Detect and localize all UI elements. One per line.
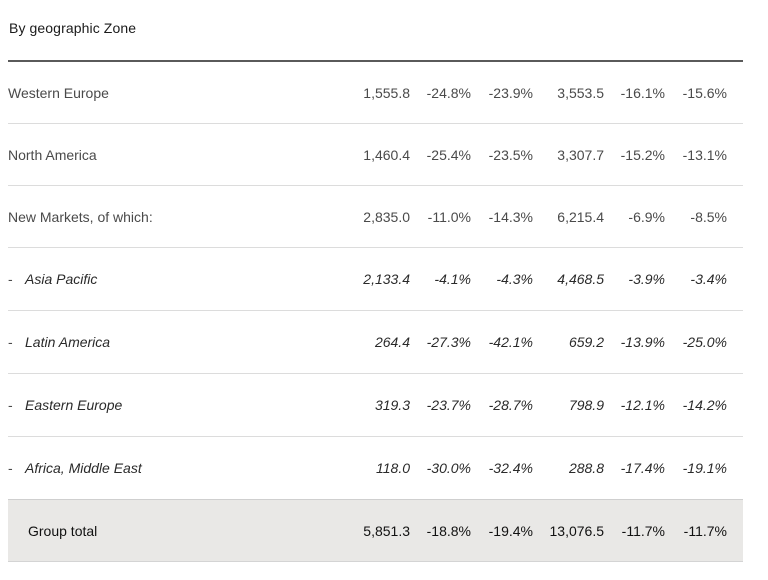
cell-value: -6.9% bbox=[628, 208, 665, 225]
header-divider bbox=[8, 60, 743, 62]
cell-value: -30.0% bbox=[426, 460, 471, 476]
sub-item-dash: - bbox=[8, 334, 13, 350]
cell-value: 4,468.5 bbox=[557, 271, 604, 287]
sub-item-dash: - bbox=[8, 397, 13, 413]
cell-value: -25.4% bbox=[426, 146, 471, 163]
cell-value: 118.0 bbox=[376, 460, 410, 476]
row-label: Asia Pacific bbox=[25, 271, 98, 287]
cell-value: 319.3 bbox=[374, 397, 410, 413]
cell-value: -24.8% bbox=[426, 84, 471, 101]
cell-value: -4.1% bbox=[434, 271, 471, 287]
table-row-new-markets: New Markets, of which: 2,835.0 -11.0% -1… bbox=[8, 186, 743, 248]
cell-value: -28.7% bbox=[488, 397, 533, 413]
cell-value: -18.8% bbox=[426, 522, 471, 539]
cell-value: 5,851.3 bbox=[363, 522, 410, 539]
row-label: Western Europe bbox=[8, 84, 109, 101]
table-row-western-europe: Western Europe 1,555.8 -24.8% -23.9% 3,5… bbox=[8, 62, 743, 124]
cell-value: -11.0% bbox=[427, 208, 471, 225]
cell-value: 1,460.4 bbox=[363, 146, 410, 163]
cell-value: 3,553.5 bbox=[557, 84, 604, 101]
cell-value: -12.1% bbox=[620, 397, 665, 413]
cell-value: -14.3% bbox=[488, 208, 533, 225]
row-label: New Markets, of which: bbox=[8, 208, 153, 225]
cell-value: -15.6% bbox=[682, 84, 727, 101]
cell-value: -11.7% bbox=[683, 522, 727, 539]
cell-value: -27.3% bbox=[426, 334, 471, 350]
cell-value: -19.1% bbox=[682, 460, 727, 476]
cell-value: -19.4% bbox=[488, 522, 533, 539]
cell-value: 288.8 bbox=[568, 460, 604, 476]
cell-value: 264.4 bbox=[374, 334, 410, 350]
cell-value: -16.1% bbox=[620, 84, 665, 101]
cell-value: -8.5% bbox=[690, 208, 727, 225]
cell-value: -42.1% bbox=[488, 334, 533, 350]
cell-value: -23.9% bbox=[488, 84, 533, 101]
table-row-latin-america: - Latin America 264.4 -27.3% -42.1% 659.… bbox=[8, 311, 743, 374]
cell-value: -3.4% bbox=[690, 271, 727, 287]
cell-value: 2,133.4 bbox=[363, 271, 410, 287]
geographic-zone-table: Western Europe 1,555.8 -24.8% -23.9% 3,5… bbox=[8, 62, 743, 562]
row-label: Eastern Europe bbox=[25, 397, 123, 413]
row-label: Latin America bbox=[25, 334, 111, 350]
cell-value: 798.9 bbox=[568, 397, 604, 413]
cell-value: -17.4% bbox=[620, 460, 665, 476]
cell-value: -13.1% bbox=[682, 146, 727, 163]
cell-value: -11.7% bbox=[621, 522, 665, 539]
cell-value: -15.2% bbox=[620, 146, 665, 163]
table-row-north-america: North America 1,460.4 -25.4% -23.5% 3,30… bbox=[8, 124, 743, 186]
table-row-asia-pacific: - Asia Pacific 2,133.4 -4.1% -4.3% 4,468… bbox=[8, 248, 743, 311]
row-label: Group total bbox=[28, 522, 98, 539]
table-title: By geographic Zone bbox=[9, 20, 137, 36]
cell-value: 659.2 bbox=[568, 334, 604, 350]
cell-value: -3.9% bbox=[628, 271, 665, 287]
cell-value: -13.9% bbox=[620, 334, 665, 350]
cell-value: 1,555.8 bbox=[363, 84, 410, 101]
cell-value: -23.5% bbox=[488, 146, 533, 163]
table-row-group-total: Group total 5,851.3 -18.8% -19.4% 13,076… bbox=[8, 499, 743, 562]
cell-value: 2,835.0 bbox=[363, 208, 410, 225]
row-label: Africa, Middle East bbox=[25, 460, 142, 476]
cell-value: -25.0% bbox=[682, 334, 727, 350]
sub-item-dash: - bbox=[8, 271, 13, 287]
cell-value: 6,215.4 bbox=[557, 208, 604, 225]
cell-value: -32.4% bbox=[488, 460, 533, 476]
cell-value: -4.3% bbox=[496, 271, 533, 287]
table-row-eastern-europe: - Eastern Europe 319.3 -23.7% -28.7% 798… bbox=[8, 374, 743, 437]
cell-value: 13,076.5 bbox=[549, 522, 605, 539]
table-row-africa-middle-east: - Africa, Middle East 118.0 -30.0% -32.4… bbox=[8, 437, 743, 500]
row-label: North America bbox=[8, 146, 97, 163]
sub-item-dash: - bbox=[8, 460, 13, 476]
cell-value: -23.7% bbox=[426, 397, 471, 413]
cell-value: -14.2% bbox=[682, 397, 727, 413]
cell-value: 3,307.7 bbox=[557, 146, 604, 163]
